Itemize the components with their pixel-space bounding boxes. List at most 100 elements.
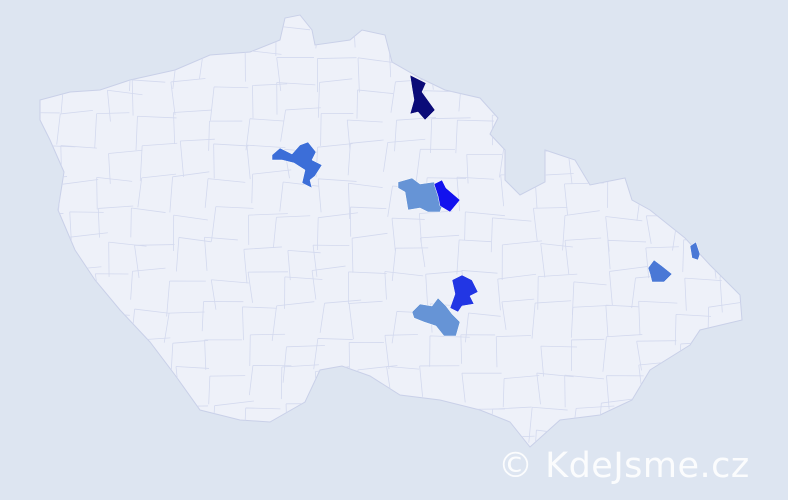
district-border <box>563 80 600 117</box>
district-border <box>396 398 433 429</box>
district-border <box>537 273 578 310</box>
district-border <box>679 81 715 112</box>
district-border <box>415 148 455 183</box>
district-border <box>533 207 568 242</box>
district-border <box>639 409 674 439</box>
district-border <box>683 405 723 441</box>
district-border <box>383 138 426 172</box>
district-border <box>211 206 254 242</box>
district-border <box>633 149 677 179</box>
district-border <box>466 153 502 184</box>
district-border <box>65 373 106 412</box>
district-border <box>167 15 209 52</box>
district-border <box>280 364 319 400</box>
district-border <box>252 83 288 119</box>
district-border <box>40 339 68 376</box>
district-border <box>564 237 602 275</box>
highlighted-district[interactable] <box>397 177 446 213</box>
district-border <box>279 181 319 212</box>
district-border <box>676 24 715 54</box>
district-border <box>674 314 712 346</box>
district-border <box>642 87 676 119</box>
district-border <box>702 371 742 402</box>
district-border <box>139 142 178 182</box>
district-border <box>384 271 424 300</box>
district-border <box>208 120 243 151</box>
district-border <box>630 111 670 140</box>
district-border <box>600 76 641 112</box>
district-border <box>130 207 166 238</box>
district-border <box>457 433 492 447</box>
district-border <box>671 112 712 149</box>
district-border <box>394 117 436 152</box>
district-border <box>674 44 709 78</box>
district-border <box>276 82 316 115</box>
district-border <box>570 338 605 371</box>
district-border <box>175 237 212 272</box>
district-border <box>40 426 65 447</box>
district-border <box>570 304 611 338</box>
district-border <box>540 243 573 278</box>
district-border <box>251 427 289 447</box>
district-border <box>490 217 532 253</box>
district-border <box>40 239 58 271</box>
highlighted-district[interactable] <box>411 297 461 337</box>
district-border <box>135 115 177 151</box>
district-border <box>130 267 166 300</box>
district-border <box>455 119 494 154</box>
district-border <box>540 345 577 377</box>
district-border <box>464 211 505 241</box>
district-border <box>565 54 601 87</box>
watermark: © KdeJsme.cz <box>498 446 750 486</box>
highlighted-district[interactable] <box>689 241 701 261</box>
district-border <box>502 375 540 408</box>
district-border <box>456 176 495 212</box>
district-border <box>707 115 741 150</box>
district-border <box>99 337 144 369</box>
district-border <box>348 300 383 340</box>
district-border <box>320 113 354 146</box>
district-border <box>282 345 325 383</box>
district-border <box>717 142 742 178</box>
district-border <box>456 239 492 275</box>
district-border <box>98 365 140 400</box>
highlighted-district[interactable] <box>449 274 479 313</box>
district-border <box>638 300 678 335</box>
district-border <box>347 182 383 219</box>
district-border <box>316 212 358 251</box>
highlighted-district[interactable] <box>647 259 673 283</box>
district-border <box>242 306 277 341</box>
district-border <box>96 176 133 210</box>
district-border <box>248 365 292 396</box>
district-border <box>647 15 680 51</box>
district-border <box>497 273 537 311</box>
district-border <box>251 169 292 204</box>
district-border <box>56 109 93 145</box>
highlighted-district[interactable] <box>271 141 323 189</box>
district-border <box>98 397 142 433</box>
district-border <box>70 434 108 447</box>
district-border <box>645 246 679 279</box>
district-border <box>69 211 104 245</box>
district-border <box>461 372 502 403</box>
district-border <box>209 86 249 121</box>
highlighted-district[interactable] <box>409 74 436 121</box>
district-border <box>419 365 460 397</box>
district-border <box>201 301 244 332</box>
district-border <box>170 78 206 115</box>
district-border <box>316 57 357 93</box>
district-border <box>531 300 572 339</box>
district-border <box>605 304 639 337</box>
district-border <box>562 210 600 251</box>
district-border <box>138 15 173 56</box>
district-border <box>287 250 321 281</box>
district-border <box>246 144 286 180</box>
district-border <box>558 17 600 55</box>
district-border <box>312 244 350 277</box>
district-border <box>284 276 323 309</box>
district-border <box>94 112 130 149</box>
highlighted-district[interactable] <box>433 179 461 213</box>
district-border <box>455 49 492 80</box>
district-border <box>610 46 646 81</box>
district-border <box>314 366 350 402</box>
